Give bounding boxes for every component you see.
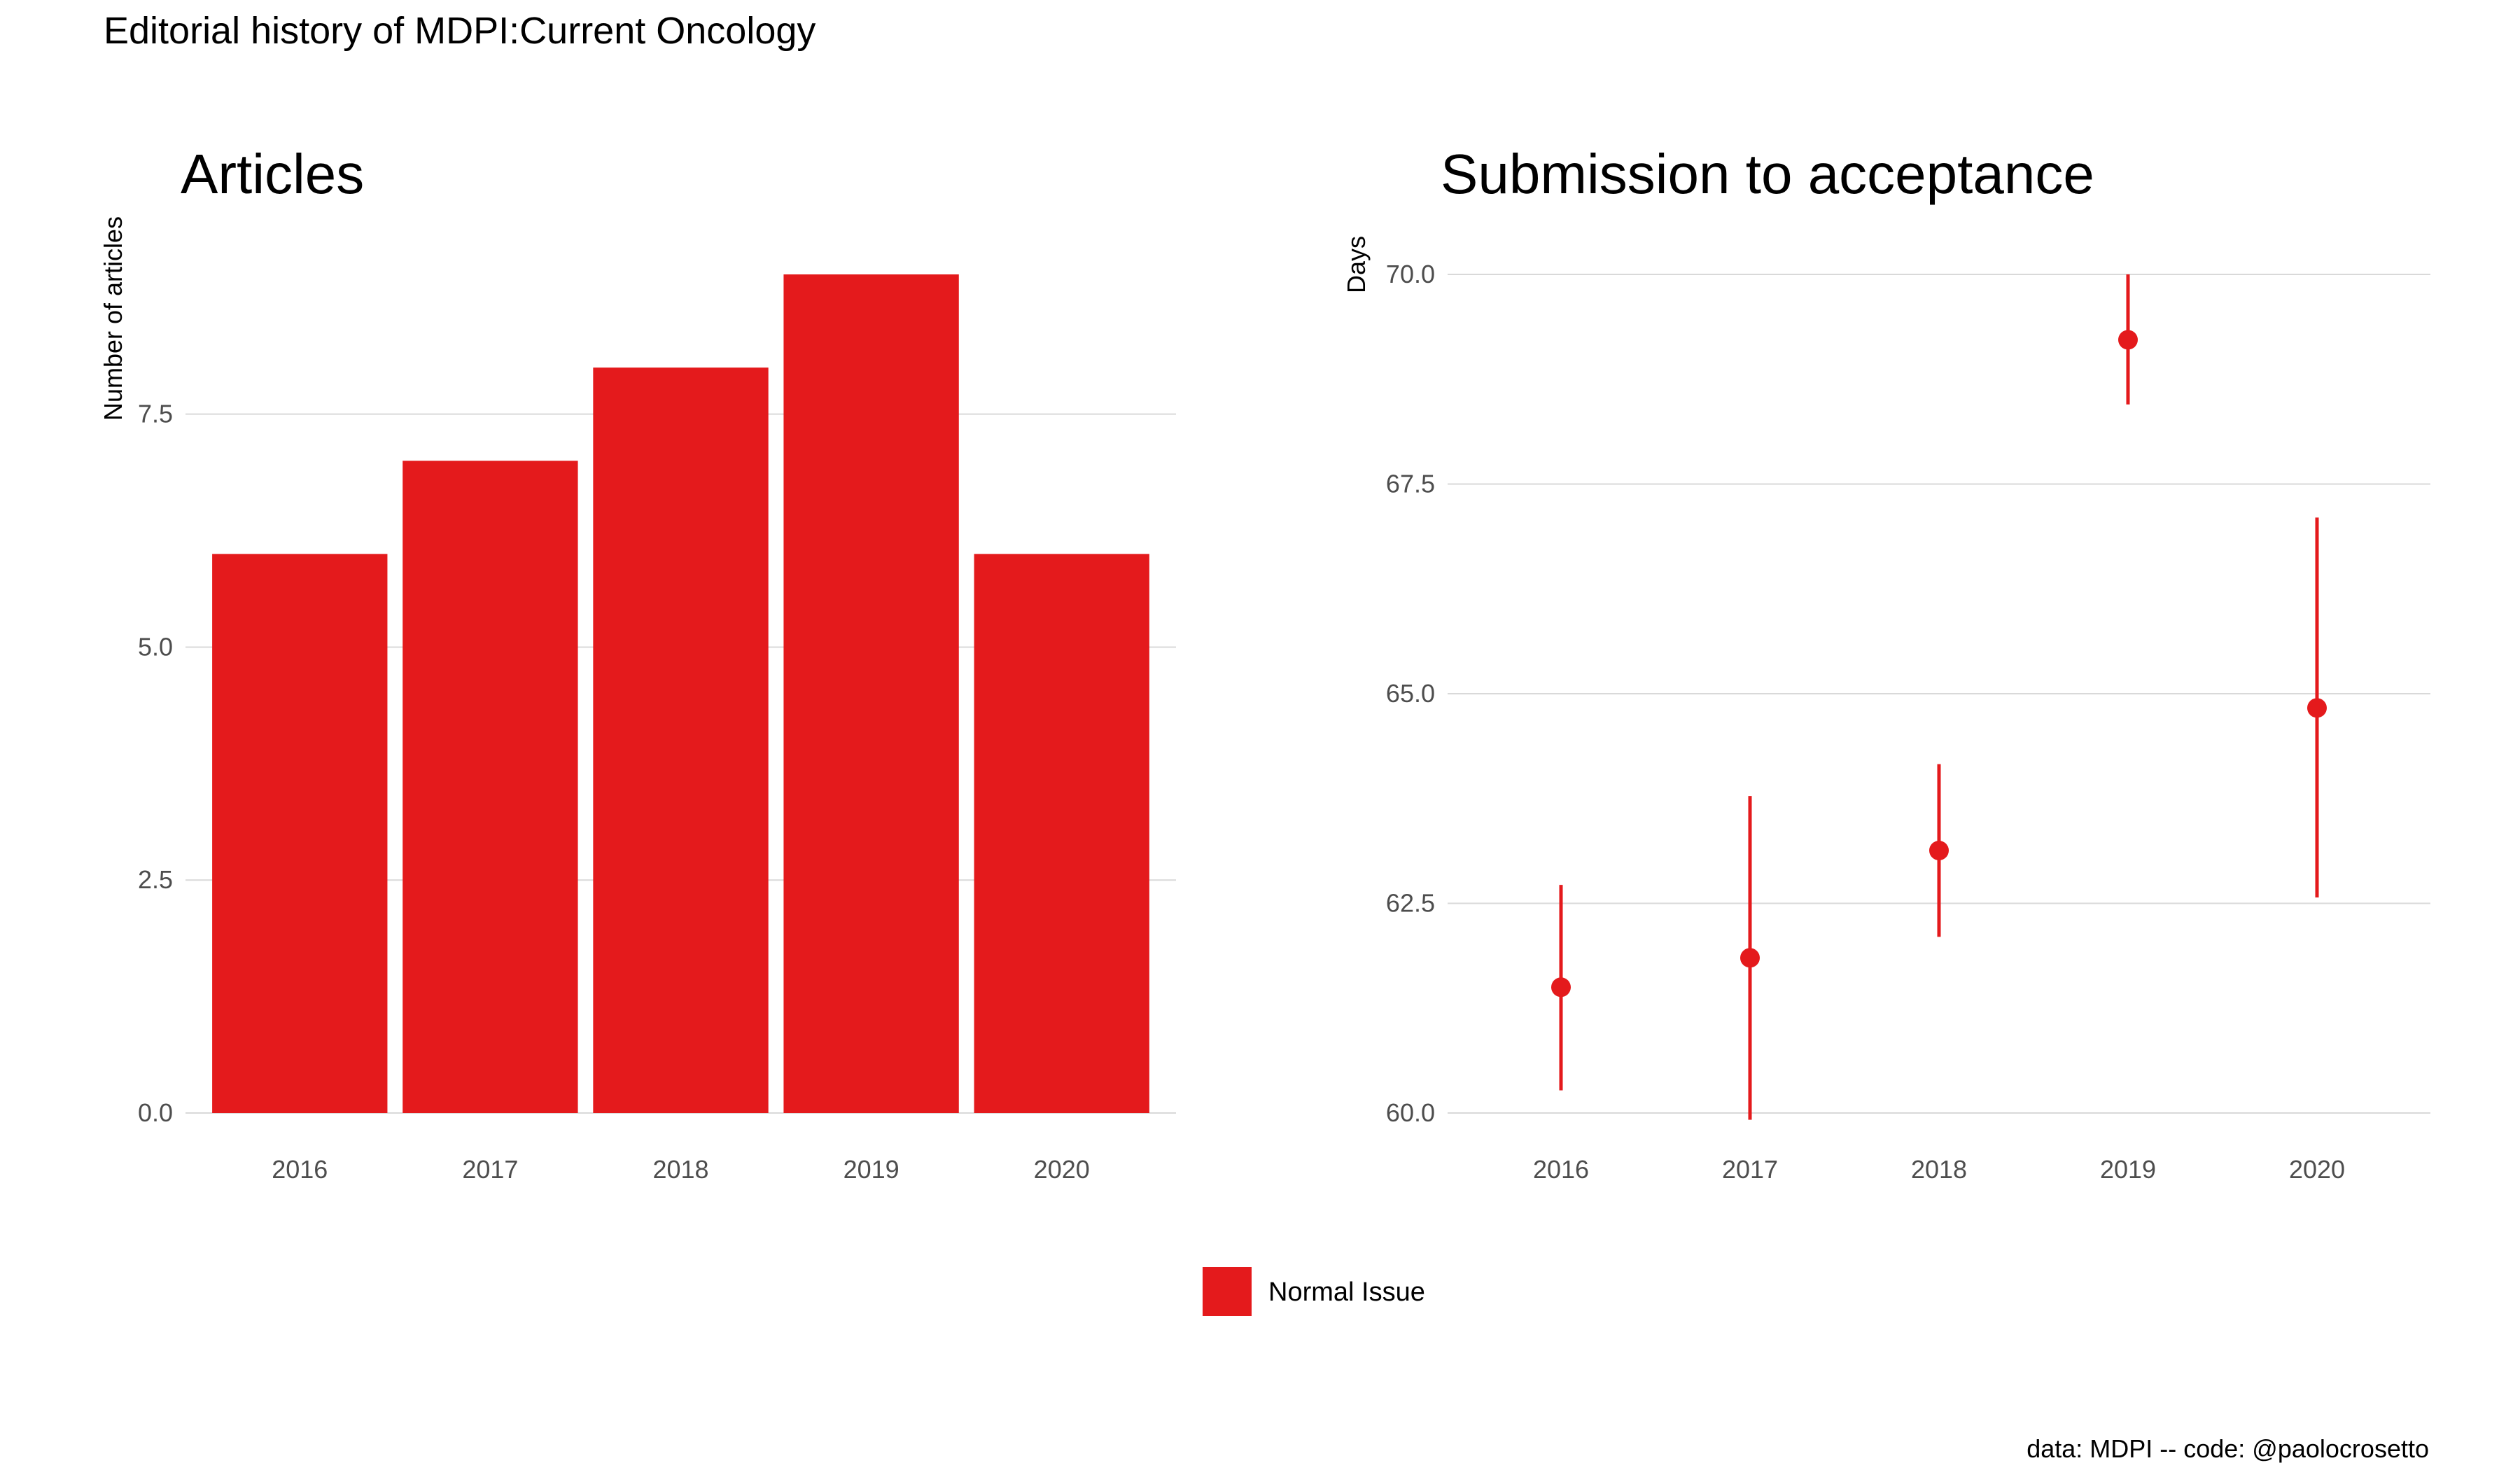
acceptance-title: Submission to acceptance <box>1441 143 2094 205</box>
acceptance-y-tick-label: 67.5 <box>1386 470 1435 498</box>
caption: data: MDPI -- code: @paolocrosetto <box>2026 1434 2429 1463</box>
acceptance-x-tick-label: 2016 <box>1533 1155 1589 1184</box>
articles-y-tick-label: 7.5 <box>138 400 173 428</box>
acceptance-points <box>1551 274 2327 1120</box>
legend-swatch-normal-issue <box>1203 1267 1252 1316</box>
acceptance-y-tick-label: 62.5 <box>1386 889 1435 918</box>
articles-y-axis-label: Number of articles <box>99 216 127 421</box>
articles-bar-2017 <box>402 461 578 1113</box>
articles-x-tick-label: 2017 <box>462 1155 518 1184</box>
articles-bar-2019 <box>783 274 959 1113</box>
articles-x-tick-label: 2019 <box>844 1155 899 1184</box>
articles-y-tick-label: 0.0 <box>138 1098 173 1127</box>
legend: Normal Issue <box>1203 1267 1425 1316</box>
articles-panel: Articles Number of articles 0.0 2.5 5.0 7.5… <box>99 143 1176 1184</box>
articles-y-tick-label: 5.0 <box>138 632 173 661</box>
acceptance-y-tick-label: 70.0 <box>1386 260 1435 288</box>
acceptance-x-ticks: 2016 2017 2018 2019 2020 <box>1533 1155 2345 1184</box>
articles-x-tick-label: 2016 <box>272 1155 328 1184</box>
acceptance-point-2019 <box>2118 330 2138 350</box>
acceptance-gridlines <box>1448 274 2430 1114</box>
articles-y-ticks: 0.0 2.5 5.0 7.5 <box>138 400 173 1127</box>
acceptance-point-2020 <box>2307 698 2327 718</box>
acceptance-point-2016 <box>1551 977 1571 997</box>
articles-x-tick-label: 2020 <box>1034 1155 1090 1184</box>
acceptance-y-axis-label: Days <box>1342 236 1371 293</box>
articles-bar-2020 <box>974 554 1149 1113</box>
acceptance-x-tick-label: 2018 <box>1911 1155 1967 1184</box>
acceptance-x-tick-label: 2017 <box>1722 1155 1778 1184</box>
acceptance-point-2017 <box>1740 948 1760 968</box>
acceptance-point-2018 <box>1929 841 1949 861</box>
acceptance-x-tick-label: 2019 <box>2100 1155 2156 1184</box>
page-title: Editorial history of MDPI:Current Oncolo… <box>104 10 816 52</box>
acceptance-x-tick-label: 2020 <box>2289 1155 2345 1184</box>
articles-bar-2018 <box>593 368 769 1113</box>
acceptance-y-tick-label: 60.0 <box>1386 1098 1435 1127</box>
articles-title: Articles <box>181 143 364 205</box>
legend-label-normal-issue: Normal Issue <box>1268 1278 1425 1307</box>
acceptance-y-tick-label: 65.0 <box>1386 679 1435 708</box>
articles-bars <box>212 274 1149 1113</box>
articles-bar-2016 <box>212 554 388 1113</box>
articles-x-ticks: 2016 2017 2018 2019 2020 <box>272 1155 1090 1184</box>
articles-x-tick-label: 2018 <box>652 1155 708 1184</box>
acceptance-panel: Submission to acceptance Days 60.0 62.5 65… <box>1342 143 2430 1184</box>
acceptance-y-ticks: 60.0 62.5 65.0 67.5 70.0 <box>1386 260 1435 1127</box>
articles-y-tick-label: 2.5 <box>138 865 173 894</box>
